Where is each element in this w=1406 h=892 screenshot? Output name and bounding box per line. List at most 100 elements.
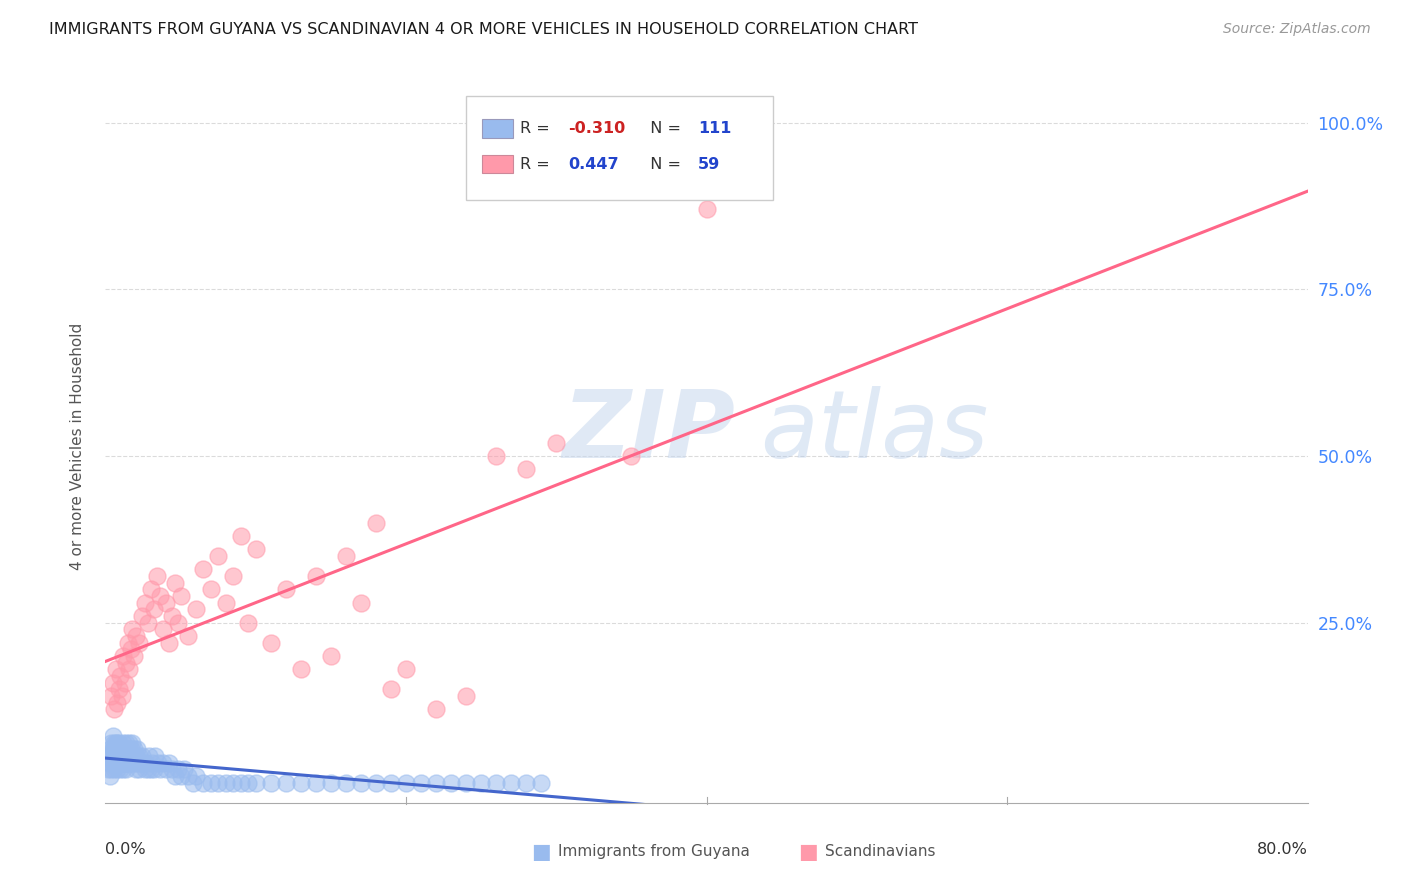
Point (454, 689, 477, 703)
Point (139, 763, 162, 777)
Point (101, 742, 124, 756)
Text: Immigrants from Guyana: Immigrants from Guyana (558, 845, 749, 859)
Point (129, 756, 152, 770)
Point (152, 623, 174, 637)
Point (364, 776, 387, 790)
Point (214, 596, 236, 610)
Point (166, 763, 188, 777)
Point (134, 596, 156, 610)
Point (112, 736, 135, 750)
Point (108, 682, 131, 697)
Point (121, 736, 143, 750)
Point (470, 776, 492, 790)
Point (145, 569, 167, 583)
Point (229, 529, 252, 543)
Point (117, 749, 139, 764)
Point (101, 675, 124, 690)
Y-axis label: 4 or more Vehicles in Household: 4 or more Vehicles in Household (70, 322, 84, 570)
Point (530, 776, 553, 790)
Point (274, 582, 297, 597)
Point (112, 749, 135, 764)
Text: N =: N = (640, 121, 686, 136)
Text: Scandinavians: Scandinavians (825, 845, 936, 859)
Point (260, 776, 283, 790)
FancyBboxPatch shape (465, 96, 773, 200)
Point (440, 776, 463, 790)
Point (290, 662, 312, 676)
Point (200, 776, 222, 790)
Point (120, 642, 142, 657)
Point (104, 736, 127, 750)
Point (110, 742, 132, 756)
Point (103, 736, 125, 750)
Point (103, 763, 125, 777)
Point (111, 756, 134, 770)
Point (222, 569, 245, 583)
Point (122, 756, 145, 770)
Point (191, 562, 214, 576)
Point (454, 776, 477, 790)
Point (425, 776, 447, 790)
Point (142, 763, 165, 777)
Text: Source: ZipAtlas.com: Source: ZipAtlas.com (1223, 22, 1371, 37)
Point (222, 776, 245, 790)
Point (100, 736, 122, 750)
Point (515, 462, 537, 476)
Point (101, 756, 124, 770)
Point (103, 702, 125, 716)
Point (177, 769, 200, 783)
Point (120, 742, 142, 756)
Point (98, 742, 121, 756)
Point (107, 696, 129, 710)
Point (122, 649, 145, 664)
Point (104, 742, 127, 756)
Text: -0.310: -0.310 (568, 121, 626, 136)
Text: 111: 111 (699, 121, 731, 136)
Point (117, 756, 139, 770)
Point (104, 662, 127, 676)
Point (117, 742, 139, 756)
Point (107, 749, 129, 764)
Point (97, 763, 120, 777)
Point (121, 749, 143, 764)
Point (118, 736, 141, 750)
Point (350, 596, 373, 610)
Point (114, 675, 136, 690)
Point (111, 742, 134, 756)
Point (104, 756, 127, 770)
Point (274, 776, 297, 790)
Point (152, 756, 174, 770)
Point (108, 742, 131, 756)
Point (177, 629, 200, 643)
Point (245, 776, 267, 790)
Point (141, 756, 163, 770)
Point (173, 763, 195, 777)
Text: R =: R = (520, 121, 555, 136)
Point (128, 763, 150, 777)
Point (155, 763, 177, 777)
Point (260, 636, 283, 650)
Point (245, 542, 267, 557)
Point (485, 776, 508, 790)
Point (184, 602, 207, 616)
Point (112, 649, 135, 664)
Point (139, 582, 162, 597)
Point (169, 589, 191, 603)
Point (409, 776, 432, 790)
Point (319, 649, 342, 664)
Point (114, 749, 136, 764)
Point (131, 749, 153, 764)
Point (115, 763, 138, 777)
Point (134, 763, 156, 777)
Point (290, 776, 312, 790)
Text: 59: 59 (699, 157, 720, 171)
Point (214, 776, 236, 790)
Point (110, 763, 132, 777)
Point (207, 776, 229, 790)
Point (124, 763, 146, 777)
Point (108, 736, 131, 750)
Point (380, 776, 402, 790)
Text: ■: ■ (531, 842, 551, 862)
Point (120, 756, 142, 770)
Point (515, 776, 537, 790)
